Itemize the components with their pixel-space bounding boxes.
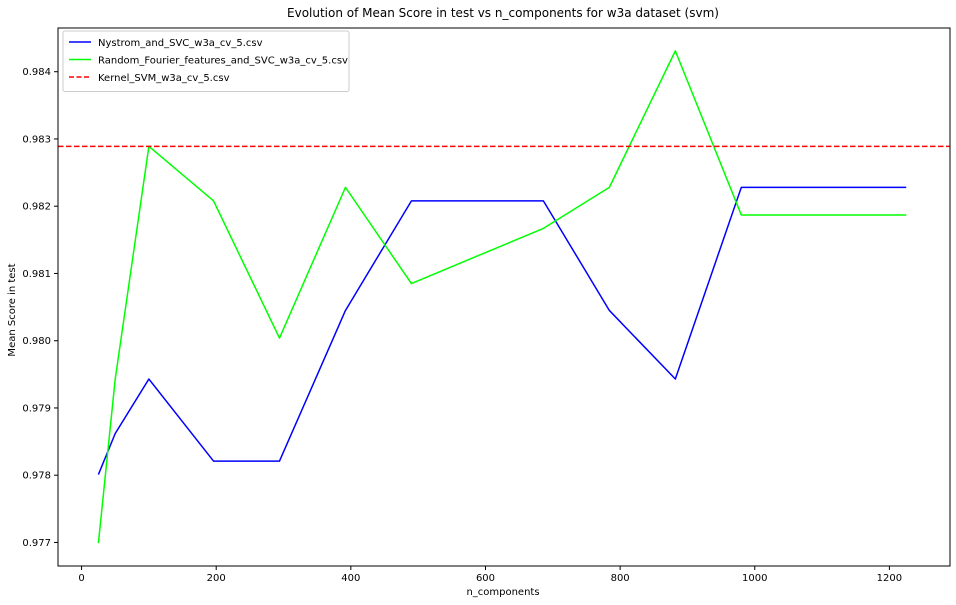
x-tick-label: 200 (207, 573, 226, 584)
chart-title: Evolution of Mean Score in test vs n_com… (287, 6, 719, 20)
y-tick-label: 0.980 (22, 336, 51, 347)
y-tick-label: 0.982 (22, 202, 51, 213)
x-axis-title: n_components (466, 587, 539, 598)
x-tick-label: 600 (476, 573, 495, 584)
x-tick-label: 800 (611, 573, 630, 584)
y-tick-label: 0.983 (22, 134, 51, 145)
x-tick-label: 400 (341, 573, 360, 584)
series-line-1 (97, 186, 907, 475)
legend: Nystrom_and_SVC_w3a_cv_5.csv Random_Fouri… (62, 30, 350, 92)
y-tick-label: 0.984 (22, 67, 51, 78)
legend-box (62, 30, 350, 92)
legend-label: Kernel_SVM_w3a_cv_5.csv (98, 73, 230, 84)
y-axis-title: Mean Score in test (7, 263, 18, 356)
y-tick-label: 0.979 (22, 403, 51, 414)
y-tick-label: 0.981 (22, 269, 51, 280)
y-tick-label: 0.977 (22, 538, 51, 549)
x-tick-label: 1000 (742, 573, 767, 584)
legend-label: Nystrom_and_SVC_w3a_cv_5.csv (98, 38, 263, 49)
x-tick-label: 1200 (877, 573, 902, 584)
legend-label: Random_Fourier_features_and_SVC_w3a_cv_5… (98, 56, 348, 67)
x-tick-label: 0 (78, 573, 84, 584)
y-tick-label: 0.978 (22, 471, 51, 482)
plot-frame (57, 27, 951, 567)
